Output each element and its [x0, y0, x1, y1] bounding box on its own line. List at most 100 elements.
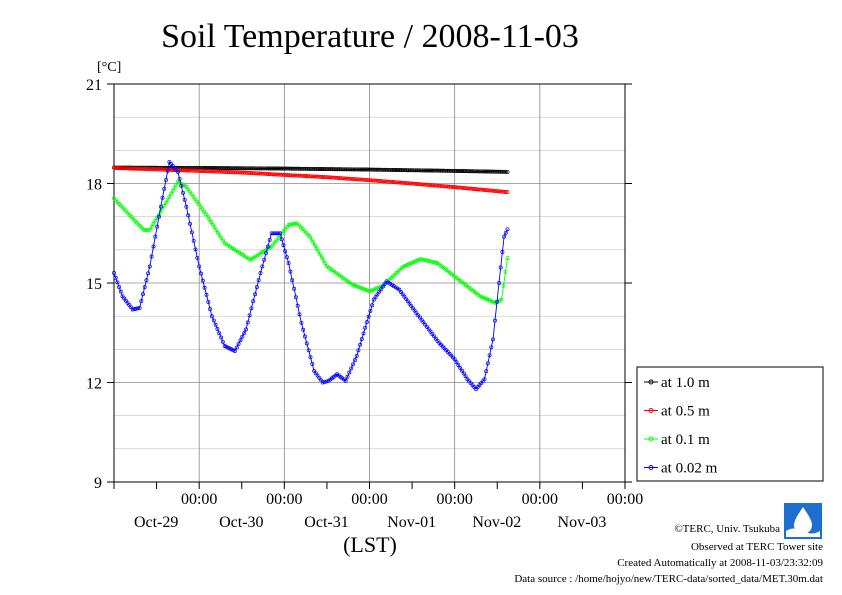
- data-point: [214, 169, 219, 174]
- data-point: [317, 174, 322, 179]
- data-point: [229, 170, 234, 175]
- data-point: [415, 182, 420, 186]
- data-point: [188, 221, 192, 226]
- series-group: [112, 159, 510, 392]
- data-point: [234, 166, 239, 171]
- data-point: [288, 269, 293, 274]
- data-point: [283, 249, 288, 254]
- data-point: [158, 204, 163, 209]
- data-point: [427, 183, 432, 187]
- data-point: [141, 227, 146, 232]
- data-point: [241, 166, 246, 171]
- y-tick-label: 9: [94, 475, 102, 492]
- data-point: [117, 285, 122, 289]
- data-point: [200, 278, 205, 283]
- data-point: [415, 168, 420, 173]
- data-point: [289, 166, 294, 171]
- data-point: [248, 171, 253, 175]
- data-point: [193, 168, 198, 173]
- data-point: [282, 166, 287, 171]
- data-point: [262, 257, 267, 262]
- data-point: [421, 320, 426, 325]
- x-tick-time-label: 00:00: [436, 491, 472, 508]
- y-tick-labels: 9 12 15 18 21: [86, 77, 102, 492]
- data-point: [351, 167, 356, 172]
- data-point: [360, 167, 365, 172]
- data-point: [442, 184, 446, 189]
- x-tick-labels: 00:00Oct-2900:00Oct-3000:00Oct-3100:00No…: [134, 491, 643, 531]
- data-point: [317, 167, 322, 171]
- data-point: [332, 167, 336, 172]
- data-point: [484, 188, 489, 193]
- data-point: [207, 217, 212, 222]
- data-point: [165, 197, 170, 202]
- data-point: [345, 374, 350, 379]
- data-point: [324, 167, 329, 172]
- data-point: [427, 259, 432, 264]
- data-point: [238, 338, 243, 343]
- data-point: [149, 254, 154, 259]
- data-point: [344, 176, 349, 181]
- data-point: [484, 369, 489, 374]
- data-point: [167, 194, 172, 199]
- data-point: [330, 175, 335, 180]
- data-point: [208, 307, 213, 312]
- data-point: [278, 231, 283, 236]
- data-point: [323, 175, 328, 180]
- data-point: [466, 186, 471, 191]
- data-point: [298, 173, 303, 178]
- data-point: [245, 320, 250, 325]
- x-axis-label: (LST): [343, 532, 397, 557]
- data-point: [323, 167, 328, 172]
- data-point: [385, 179, 390, 184]
- data-point: [475, 169, 480, 174]
- data-point: [195, 199, 199, 204]
- data-point: [147, 227, 152, 232]
- data-point: [316, 174, 320, 179]
- data-point: [350, 282, 355, 287]
- data-point: [372, 178, 377, 183]
- data-point: [456, 363, 461, 367]
- data-point: [505, 227, 510, 232]
- data-point: [122, 166, 127, 171]
- data-point: [447, 168, 452, 173]
- data-point: [186, 213, 191, 218]
- data-point: [172, 185, 177, 190]
- data-point: [136, 166, 141, 171]
- data-point: [499, 297, 504, 302]
- data-point: [143, 167, 148, 171]
- data-point: [387, 179, 391, 184]
- data-point: [323, 261, 328, 266]
- data-point: [378, 179, 383, 183]
- data-point: [503, 230, 508, 235]
- data-point: [301, 327, 306, 332]
- data-point: [324, 379, 329, 384]
- data-point: [425, 258, 430, 263]
- data-point: [498, 265, 503, 270]
- data-point: [408, 181, 413, 186]
- legend-box: [636, 366, 824, 482]
- data-point: [417, 315, 422, 320]
- data-point: [153, 218, 158, 223]
- data-point: [209, 314, 214, 319]
- data-point: [475, 187, 480, 192]
- data-point: [413, 181, 418, 186]
- data-point: [197, 264, 202, 269]
- data-point: [187, 189, 192, 194]
- data-point: [268, 166, 273, 171]
- data-point: [434, 168, 439, 173]
- data-point: [213, 169, 218, 174]
- data-point: [458, 365, 463, 370]
- y-tick-label: 12: [86, 376, 102, 393]
- data-point: [365, 178, 370, 183]
- data-point: [432, 334, 437, 339]
- data-point: [134, 306, 139, 311]
- data-point: [212, 225, 217, 230]
- data-point: [368, 308, 373, 313]
- data-point: [466, 169, 471, 174]
- data-point: [258, 271, 263, 275]
- data-point: [364, 288, 369, 292]
- data-point: [281, 243, 286, 248]
- data-point: [236, 170, 241, 175]
- data-point: [284, 255, 289, 260]
